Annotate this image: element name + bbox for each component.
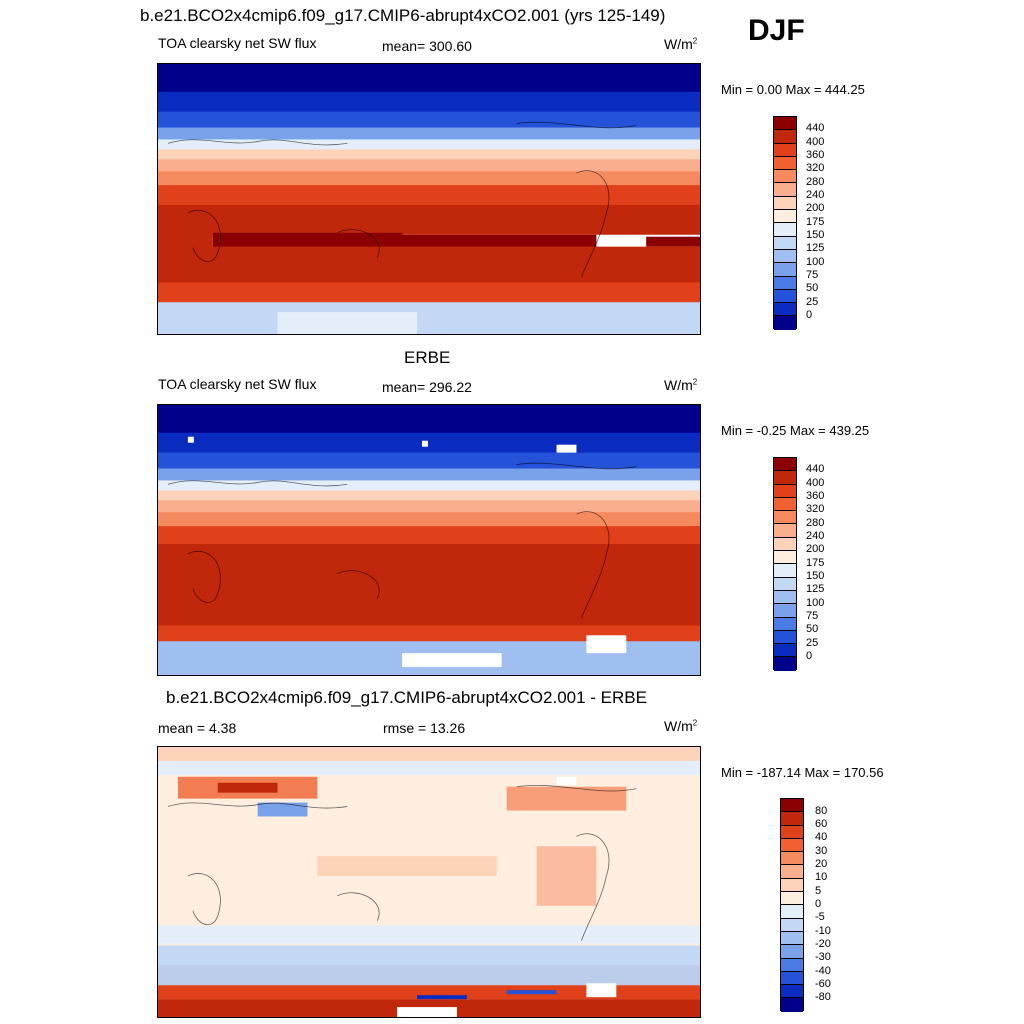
panel-2-min-max: Min = -0.25 Max = 439.25: [721, 423, 870, 438]
panel-3-map: [157, 746, 701, 1018]
panel-3-colorbar-label: -5: [815, 911, 825, 923]
panel-2-map-plot: [158, 405, 700, 675]
panel-1-min-max: Min = 0.00 Max = 444.25: [721, 82, 865, 97]
panel-2-colorbar-label: 240: [806, 530, 825, 542]
panel-3-colorbar-label: 80: [815, 805, 828, 817]
panel-1-title: b.e21.BCO2x4cmip6.f09_g17.CMIP6-abrupt4x…: [140, 6, 666, 25]
panel-3-units: W/m2: [664, 718, 698, 734]
panel-1-units: W/m2: [664, 36, 698, 52]
panel-2-colorbar-label: 100: [806, 597, 825, 609]
panel-1-map-plot: [158, 64, 700, 334]
panel-2-colorbar-label: 320: [806, 503, 825, 515]
panel-3-colorbar-label: 60: [815, 818, 828, 830]
panel-2-colorbar-label: 360: [806, 490, 825, 502]
panel-3-colorbar-label: 5: [815, 885, 822, 897]
panel-1-colorbar-label: 125: [806, 242, 825, 254]
panel-2-colorbar-label: 50: [806, 623, 819, 635]
panel-1-colorbar-label: 400: [806, 136, 825, 148]
panel-2-mean-label: mean= 296.22: [382, 379, 472, 395]
season-label: DJF: [748, 14, 805, 47]
panel-3-colorbar-label: 10: [815, 871, 828, 883]
panel-3-rmse-label: rmse = 13.26: [383, 720, 466, 736]
panel-2-colorbar-label: 440: [806, 463, 825, 475]
panel-1-colorbar-label: 360: [806, 149, 825, 161]
panel-1-colorbar-label: 320: [806, 162, 825, 174]
panel-3-colorbar-label: 40: [815, 831, 828, 843]
panel-1-colorbar-label: 100: [806, 256, 825, 268]
panel-1-colorbar-label: 75: [806, 269, 819, 281]
panel-3-colorbar-label: -20: [815, 938, 831, 950]
panel-2-colorbar-label: 150: [806, 570, 825, 582]
panel-1-colorbar-label: 440: [806, 122, 825, 134]
panel-2-colorbar-label: 400: [806, 477, 825, 489]
panel-2-units: W/m2: [664, 377, 698, 393]
panel-2-colorbar-label: 25: [806, 637, 819, 649]
panel-1-map: [157, 63, 701, 335]
panel-1-colorbar-label: 150: [806, 229, 825, 241]
panel-3-colorbar-label: 20: [815, 858, 828, 870]
panel-3-colorbar-label: 0: [815, 898, 822, 910]
panel-3-min-max: Min = -187.14 Max = 170.56: [721, 765, 884, 780]
panel-3-map-plot: [158, 747, 700, 1017]
panel-1-colorbar-label: 50: [806, 282, 819, 294]
panel-1-colorbar-label: 280: [806, 176, 825, 188]
panel-1-variable-label: TOA clearsky net SW flux: [158, 35, 317, 51]
panel-2-colorbar-label: 125: [806, 583, 825, 595]
panel-2-colorbar-label: 75: [806, 610, 819, 622]
panel-1-colorbar: [773, 116, 797, 330]
panel-1-colorbar-label: 200: [806, 202, 825, 214]
panel-3-colorbar: [780, 798, 804, 1012]
panel-1-mean-label: mean= 300.60: [382, 38, 472, 54]
panel-2-variable-label: TOA clearsky net SW flux: [158, 376, 317, 392]
panel-3-mean-label: mean = 4.38: [158, 720, 237, 736]
panel-3-colorbar-label: -40: [815, 965, 831, 977]
panel-1-colorbar-label: 175: [806, 216, 825, 228]
panel-3-colorbar-label: -30: [815, 951, 831, 963]
panel-2-colorbar-label: 200: [806, 543, 825, 555]
panel-3-colorbar-label: -60: [815, 978, 831, 990]
panel-3-colorbar-label: 30: [815, 845, 828, 857]
panel-1-colorbar-label: 0: [806, 309, 813, 321]
panel-2-colorbar-label: 280: [806, 517, 825, 529]
panel-2-colorbar: [773, 457, 797, 671]
panel-2-colorbar-label: 175: [806, 557, 825, 569]
panel-3-colorbar-label: -80: [815, 991, 831, 1003]
panel-3-colorbar-label: -10: [815, 925, 831, 937]
panel-2-title: ERBE: [404, 348, 451, 367]
panel-1-colorbar-label: 240: [806, 189, 825, 201]
panel-2-colorbar-label: 0: [806, 650, 813, 662]
panel-3-title: b.e21.BCO2x4cmip6.f09_g17.CMIP6-abrupt4x…: [166, 688, 647, 707]
panel-1-colorbar-label: 25: [806, 296, 819, 308]
panel-2-map: [157, 404, 701, 676]
